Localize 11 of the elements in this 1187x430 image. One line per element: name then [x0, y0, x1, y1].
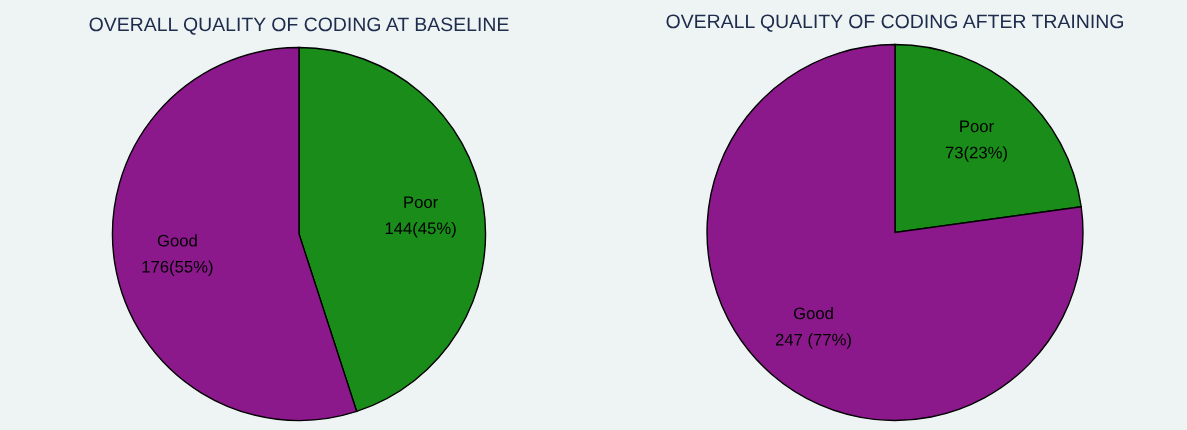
chart-title: OVERALL QUALITY OF CODING AT BASELINE: [89, 17, 509, 35]
slice-label: Poor: [960, 120, 994, 133]
chart-title: OVERALL QUALITY OF CODING AFTER TRAINING: [666, 14, 1123, 32]
slice-label: Good: [157, 234, 197, 247]
slice-label: Poor: [404, 196, 438, 209]
data-label: 247 (77%): [775, 333, 851, 349]
data-label: 176(55%): [142, 260, 213, 276]
pie-slice: [706, 43, 1084, 422]
slice-label: Good: [793, 307, 833, 320]
data-label: 73(23%): [945, 146, 1007, 162]
data-label: 144(45%): [385, 221, 456, 238]
